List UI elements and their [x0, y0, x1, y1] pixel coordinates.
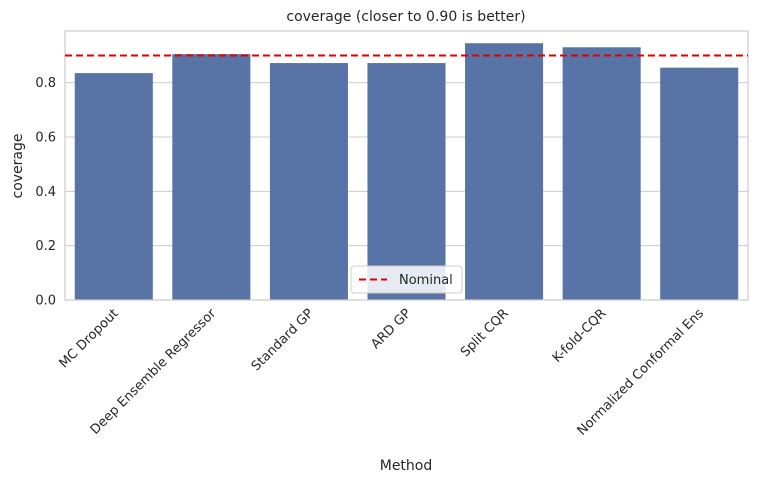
y-tick-label: 0.0 — [35, 294, 56, 309]
y-axis-label: coverage — [10, 134, 26, 199]
x-tick-label: Standard GP — [249, 306, 317, 374]
bars — [74, 43, 739, 301]
bar — [660, 67, 739, 300]
y-tick-label: 0.8 — [35, 76, 56, 91]
y-axis-ticks: 0.0 0.2 0.4 0.6 0.8 — [35, 76, 56, 308]
legend-label-nominal: Nominal — [399, 273, 453, 288]
bar — [269, 63, 348, 301]
bar — [465, 43, 544, 301]
bar — [172, 54, 251, 300]
bar — [562, 47, 641, 300]
plot-border — [64, 30, 749, 301]
bar — [367, 63, 446, 301]
y-tick-label: 0.6 — [35, 130, 56, 145]
x-axis-label: Method — [380, 458, 433, 474]
x-tick-label: Split CQR — [458, 306, 512, 360]
x-tick-label: ARD GP — [368, 306, 414, 352]
x-tick-label: MC Dropout — [57, 306, 122, 371]
y-tick-label: 0.2 — [35, 239, 56, 254]
legend-box — [350, 265, 463, 294]
legend: Nominal — [350, 265, 463, 294]
x-tick-label: K-fold-CQR — [550, 306, 610, 366]
chart-title: coverage (closer to 0.90 is better) — [286, 9, 525, 25]
y-tick-label: 0.4 — [35, 185, 56, 200]
bar — [74, 73, 153, 300]
plot-frame — [64, 30, 749, 301]
